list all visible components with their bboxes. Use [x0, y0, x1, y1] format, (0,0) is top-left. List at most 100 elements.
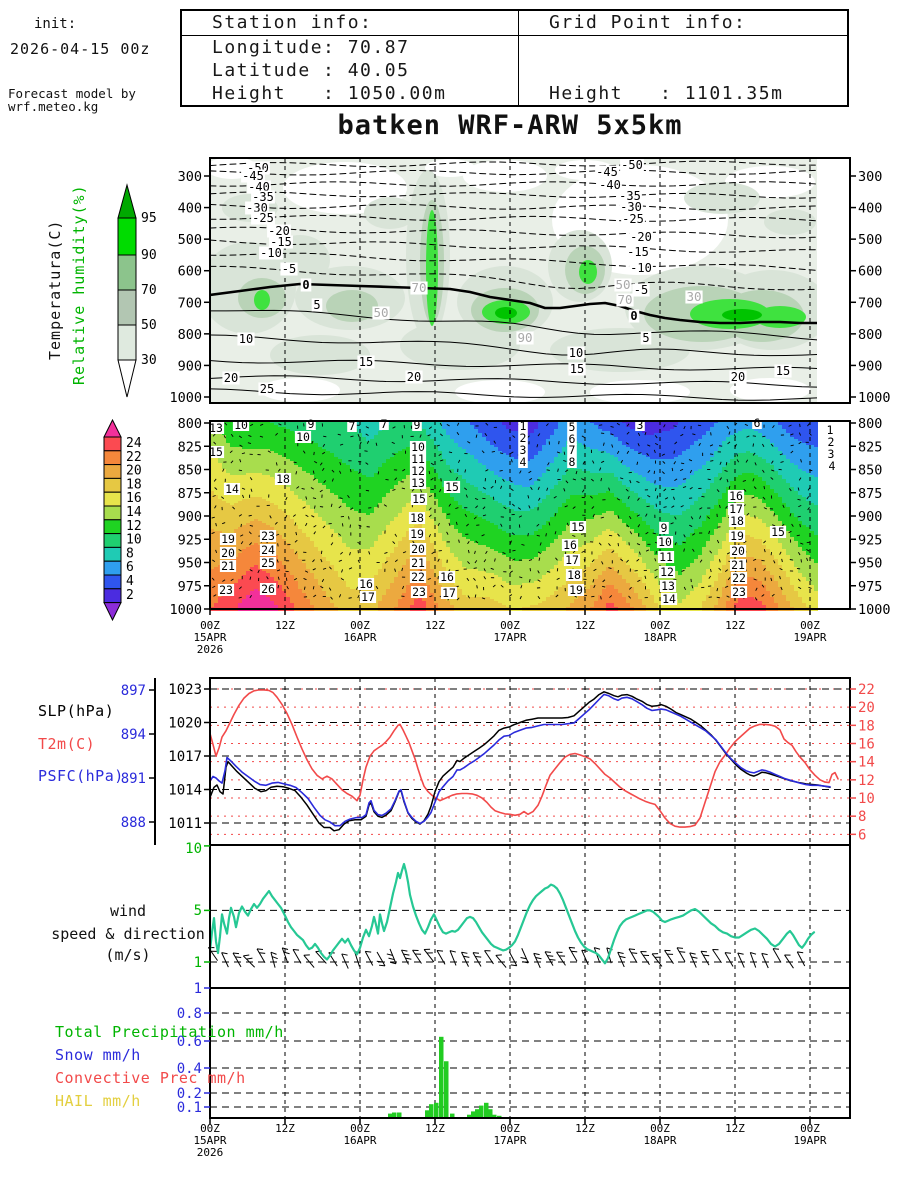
wind-fleck — [438, 453, 442, 457]
temp-value-label: 5 — [569, 420, 576, 434]
wind-fleck — [520, 585, 523, 589]
temp-band-cell — [474, 421, 478, 429]
temp-band-cell — [722, 541, 726, 565]
temp-band-cell — [622, 485, 626, 503]
temp-band-cell — [270, 451, 274, 477]
temp-value-label: 19 — [730, 529, 744, 543]
wind-fleck — [683, 548, 685, 552]
temp-band-cell — [614, 589, 618, 607]
temp-band-cell — [234, 503, 238, 529]
wind-fleck — [736, 453, 739, 457]
temp-band-cell — [370, 513, 374, 547]
station-height-label: Height : — [212, 83, 336, 104]
temp-band-cell — [318, 585, 322, 611]
precip-bar — [429, 1104, 434, 1118]
temp-band-cell — [254, 519, 258, 543]
temp-band-cell — [794, 421, 798, 439]
temp-band-cell — [314, 579, 318, 611]
temp-band-cell — [310, 475, 314, 509]
wind-fleck — [448, 451, 453, 454]
temp-band-cell — [434, 499, 438, 525]
temp-band-cell — [214, 421, 218, 457]
temp-band-cell — [630, 421, 634, 429]
wind-fleck — [293, 577, 298, 581]
temp-band-cell — [582, 569, 586, 593]
temp-band-cell — [626, 487, 630, 507]
barb-shaft — [495, 954, 507, 968]
contour-label-box — [729, 370, 747, 384]
wind-fleck — [565, 469, 569, 473]
contour-label: -10 — [260, 246, 282, 260]
cb1-arrow-top — [117, 183, 137, 219]
temp-band-cell — [618, 537, 622, 557]
barb-shaft — [292, 949, 302, 964]
wind-fleck — [484, 432, 488, 437]
temp-band-cell — [762, 459, 766, 481]
wind-fleck — [554, 513, 557, 517]
temp-band-cell — [554, 429, 558, 457]
time-tick-hour: 12Z — [725, 619, 745, 632]
model-credit-link[interactable]: wrf.meteo.kg — [8, 99, 99, 114]
barb-shaft — [628, 948, 638, 964]
temp-band-cell — [306, 505, 310, 537]
temp-band-cell — [530, 459, 534, 485]
temp-band-cell — [362, 421, 366, 437]
temp-value-box — [219, 560, 237, 572]
wind-barb — [651, 953, 663, 967]
barb-shaft — [640, 951, 650, 966]
temp-band-cell — [250, 449, 254, 473]
wind-fleck — [419, 434, 422, 438]
wind-fleck — [266, 576, 269, 580]
wind-fleck — [719, 461, 722, 465]
temp-band-cell — [486, 573, 490, 597]
barb-tick — [724, 952, 732, 954]
contour-label: 5 — [642, 331, 649, 345]
pressure-label-left: 700 — [178, 295, 202, 311]
temp-value-label: 15 — [571, 520, 585, 534]
temp-band-cell — [246, 523, 250, 547]
temp-value-box — [294, 431, 312, 443]
temp-value-box — [658, 566, 676, 578]
wind-fleck — [275, 533, 280, 536]
temp-band-cell — [814, 535, 818, 563]
rh-shade-blob — [260, 378, 340, 402]
temp-band-cell — [318, 551, 322, 585]
temp-band-cell — [218, 427, 222, 463]
temp-band-cell — [418, 425, 422, 451]
temp-band-cell — [322, 591, 326, 611]
temp-band-cell — [602, 513, 606, 531]
temp-band-cell — [334, 457, 338, 495]
temp-value-box — [259, 583, 277, 595]
temp-band-cell — [782, 421, 786, 429]
wind-barb — [292, 948, 302, 964]
wind-fleck — [689, 469, 693, 474]
temp-band-cell — [326, 525, 330, 561]
temp-band-cell — [538, 477, 542, 503]
temp-band-cell — [538, 579, 542, 603]
temp-value-box — [567, 421, 577, 433]
temp-band-cell — [482, 571, 486, 597]
barb-tick — [270, 951, 277, 955]
barb-tick — [617, 951, 624, 955]
rh-shade-blob — [730, 378, 810, 402]
legend-t2m: T2m(C) — [38, 735, 96, 753]
temp-band-cell — [802, 577, 806, 603]
temp-band-cell — [286, 515, 290, 543]
temp-band-cell — [514, 459, 518, 485]
temp-band-cell — [738, 595, 742, 611]
temp-band-cell — [514, 535, 518, 561]
wind-fleck — [322, 525, 326, 529]
wind-fleck — [746, 512, 750, 516]
temp-band-cell — [570, 495, 574, 523]
temp-band-cell — [586, 519, 590, 543]
temp-band-cell — [606, 567, 610, 585]
temp-band-cell — [470, 421, 474, 425]
temp-band-cell — [614, 437, 618, 457]
barb-tick — [243, 954, 250, 957]
temp-value-box — [259, 557, 277, 569]
wind-fleck — [420, 489, 422, 493]
temp-band-cell — [730, 421, 734, 435]
temp-band-cell — [450, 439, 454, 469]
wind-fleck — [754, 462, 757, 466]
temp-value-box — [729, 545, 747, 557]
